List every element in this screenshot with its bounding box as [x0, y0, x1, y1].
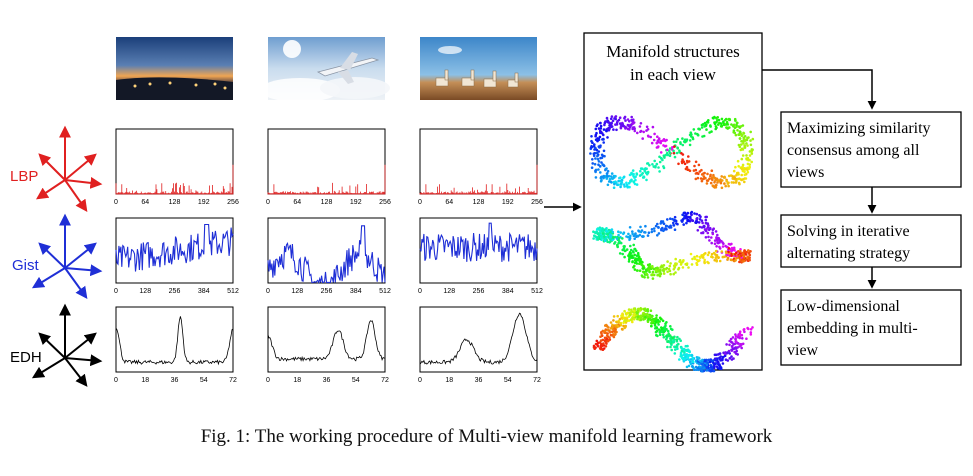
- photo-city-night: [116, 37, 233, 100]
- manifold-s-curve: [592, 307, 754, 373]
- tick-label: 36: [323, 377, 331, 384]
- histogram-edh-2: 0 18 36 54 72: [266, 306, 389, 384]
- tick-label: 384: [502, 288, 514, 295]
- figure-caption: Fig. 1: The working procedure of Multi-v…: [200, 426, 773, 447]
- edh-label: EDH: [10, 349, 42, 366]
- tick-label: 256: [379, 199, 391, 206]
- tick-label: 54: [504, 377, 512, 384]
- photo-alpacas: [420, 37, 537, 100]
- to-steps-connector: [762, 69, 877, 110]
- histogram-gist-3: 0 128 256 384 512: [418, 217, 543, 295]
- tick-label: 0: [418, 377, 422, 384]
- step3-line3: view: [787, 342, 819, 359]
- histogram-edh-3: 0 18 36 54 72: [418, 306, 541, 384]
- tick-label: 36: [171, 377, 179, 384]
- lbp-label: LBP: [10, 168, 38, 185]
- manifold-swiss-roll: [592, 210, 752, 280]
- step-box-similarity: Maximizing similarity consensus among al…: [780, 111, 962, 188]
- step2-line2: alternating strategy: [787, 245, 910, 262]
- histogram-gist-1: 0 128 256 384 512: [114, 217, 239, 295]
- tick-label: 72: [229, 377, 237, 384]
- tick-label: 512: [531, 288, 543, 295]
- tick-label: 128: [321, 199, 333, 206]
- tick-label: 192: [198, 199, 210, 206]
- step3-line1: Low-dimensional: [787, 298, 900, 315]
- manifold-title-line1: Manifold structures: [606, 42, 740, 61]
- histogram-edh-1: 0 18 36 54 72: [114, 306, 237, 384]
- tick-label: 0: [114, 288, 118, 295]
- tick-label: 0: [266, 288, 270, 295]
- tick-label: 18: [445, 377, 453, 384]
- histogram-lbp-2: 0 64 128 192 256: [266, 128, 391, 206]
- tick-label: 256: [227, 199, 239, 206]
- tick-label: 64: [141, 199, 149, 206]
- tick-label: 0: [418, 288, 422, 295]
- edh-axes-icon: [31, 303, 103, 387]
- lbp-axes-icon: [36, 125, 103, 212]
- tick-label: 0: [114, 377, 118, 384]
- tick-label: 512: [379, 288, 391, 295]
- tick-label: 72: [381, 377, 389, 384]
- tick-label: 256: [531, 199, 543, 206]
- step1-line1: Maximizing similarity: [787, 120, 931, 137]
- alpacas-photo-icon: [420, 37, 537, 100]
- tick-label: 18: [293, 377, 301, 384]
- tick-label: 64: [293, 199, 301, 206]
- tick-label: 64: [445, 199, 453, 206]
- gist-label: Gist: [12, 257, 40, 274]
- tick-label: 128: [473, 199, 485, 206]
- tick-label: 512: [227, 288, 239, 295]
- step-box-iterative: Solving in iterative alternating strateg…: [780, 214, 962, 268]
- tick-label: 0: [266, 377, 270, 384]
- tick-label: 384: [198, 288, 210, 295]
- histogram-gist-2: 0 128 256 384 512: [266, 217, 391, 295]
- tick-label: 128: [291, 288, 303, 295]
- step-box-embedding: Low-dimensional embedding in multi- view: [780, 289, 962, 366]
- tick-label: 192: [350, 199, 362, 206]
- tick-label: 192: [502, 199, 514, 206]
- histogram-lbp-3: 0 64 128 192 256: [418, 128, 543, 206]
- step1-line2: consensus among all: [787, 142, 920, 159]
- tick-label: 54: [352, 377, 360, 384]
- step2-line1: Solving in iterative: [787, 223, 910, 240]
- tick-label: 0: [114, 199, 118, 206]
- manifold-figure-eight: [589, 115, 755, 190]
- tick-label: 36: [475, 377, 483, 384]
- step3-line2: embedding in multi-: [787, 320, 918, 337]
- tick-label: 256: [169, 288, 181, 295]
- manifold-title-line2: in each view: [630, 65, 717, 84]
- tick-label: 128: [139, 288, 151, 295]
- tick-label: 0: [418, 199, 422, 206]
- manifold-panel: Manifold structures in each view: [583, 32, 763, 373]
- tick-label: 384: [350, 288, 362, 295]
- tick-label: 18: [141, 377, 149, 384]
- photo-airplane: [260, 37, 390, 102]
- tick-label: 256: [473, 288, 485, 295]
- tick-label: 128: [169, 199, 181, 206]
- step1-line3: views: [787, 164, 824, 181]
- histogram-lbp-1: 0 64 128 192 256: [114, 128, 239, 206]
- tick-label: 72: [533, 377, 541, 384]
- tick-label: 0: [266, 199, 270, 206]
- gist-axes-icon: [31, 213, 103, 299]
- tick-label: 54: [200, 377, 208, 384]
- feature-histograms: 0 64 128 192 256 0 64 128 192 256 0 64 128 192 256 0 128…: [114, 128, 543, 384]
- manifold-point-clouds: [589, 115, 755, 373]
- tick-label: 128: [443, 288, 455, 295]
- tick-label: 256: [321, 288, 333, 295]
